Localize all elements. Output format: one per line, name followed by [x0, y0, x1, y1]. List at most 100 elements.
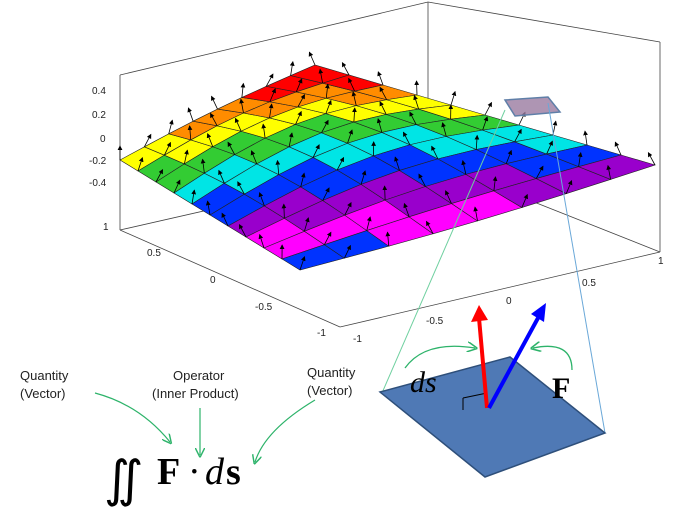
field-arrow: [403, 131, 411, 145]
ds-normal-arrow: [477, 317, 489, 409]
field-arrow: [281, 203, 287, 219]
field-arrow: [200, 158, 206, 174]
field-arrow: [376, 118, 383, 133]
field-arrow: [137, 156, 144, 172]
field-arrow: [168, 119, 174, 134]
y-tick-label: 0: [210, 275, 216, 286]
field-arrow: [206, 132, 214, 147]
field-arrow: [164, 141, 171, 156]
f-vector-arrow: [487, 317, 540, 409]
field-arrow: [295, 110, 302, 125]
z-tick-label: -0.2: [89, 156, 107, 167]
z-tick-label: -0.4: [89, 178, 107, 189]
field-arrow: [394, 156, 400, 171]
field-arrow: [474, 134, 480, 150]
field-arrow: [321, 119, 329, 133]
field-arrow: [347, 129, 354, 144]
field-arrow: [250, 150, 258, 165]
ds-pointer-curve: [404, 346, 475, 369]
field-arrow: [211, 95, 218, 110]
y-tick-label: -1: [317, 328, 326, 339]
field-arrow: [413, 94, 420, 110]
formula-d: d: [205, 451, 225, 493]
x-tick-label: 0: [506, 296, 512, 307]
field-arrow: [426, 220, 434, 234]
box-edge-right-top: [427, 1, 661, 43]
field-arrow: [606, 164, 612, 180]
field-arrow: [348, 77, 355, 92]
field-arrow: [261, 123, 267, 139]
f-arrowhead: [531, 303, 546, 322]
field-arrow: [565, 180, 573, 194]
field-arrow: [366, 216, 372, 231]
right-angle-mark: [462, 392, 488, 410]
field-arrow: [265, 73, 274, 87]
field-arrow: [239, 223, 247, 238]
field-arrow: [240, 82, 246, 98]
field-arrow: [409, 111, 417, 125]
field-arrow: [324, 231, 332, 245]
surface-mesh: [119, 64, 657, 271]
field-arrow: [492, 176, 498, 191]
field-arrow: [445, 190, 452, 204]
z-tick-label: 0.4: [92, 86, 106, 97]
right-pointer-curve: [255, 399, 316, 462]
z-tick-label: 0.2: [92, 110, 106, 121]
double-integral-symbol: ∬: [104, 451, 143, 507]
field-arrow: [385, 231, 391, 247]
field-arrow: [514, 128, 522, 142]
field-arrow: [275, 159, 281, 175]
field-arrow: [344, 244, 351, 259]
field-arrow: [324, 83, 330, 99]
field-arrow: [187, 107, 194, 122]
field-arrow: [239, 98, 244, 114]
field-arrow: [431, 145, 439, 160]
field-arrow: [521, 193, 528, 208]
zoom-line-right: [547, 102, 606, 434]
f-pointer-curve: [533, 346, 573, 371]
field-arrow: [473, 206, 479, 222]
field-arrow: [205, 200, 211, 216]
x-tick-label: 1: [658, 256, 664, 267]
field-arrow: [484, 101, 492, 116]
field-arrow: [647, 151, 656, 166]
field-arrow: [377, 71, 384, 86]
field-arrow: [210, 112, 218, 126]
axis-box: [119, 1, 661, 328]
field-arrow: [308, 51, 316, 66]
field-arrow: [583, 130, 588, 146]
field-arrow: [450, 90, 457, 106]
field-arrow: [221, 212, 229, 227]
annotation-mid-line1: Operator: [173, 368, 225, 383]
annotation-right-line2: (Vector): [307, 383, 353, 398]
field-arrow: [546, 140, 553, 155]
x-tick-label: -1: [353, 334, 362, 345]
y-tick-label: -0.5: [255, 302, 273, 313]
field-arrow: [299, 255, 306, 271]
field-arrow: [505, 149, 513, 164]
field-arrow: [360, 170, 367, 185]
field-arrow: [403, 202, 410, 217]
field-arrow: [461, 159, 467, 175]
highlighted-surface-patch: [503, 96, 562, 117]
field-arrow: [144, 133, 152, 147]
box-edge-back-top: [119, 1, 429, 76]
ds-label: ds: [410, 366, 437, 399]
left-pointer-curve: [94, 392, 170, 442]
field-arrow: [325, 99, 332, 114]
field-arrow: [297, 94, 305, 108]
field-arrow: [191, 189, 197, 205]
field-arrow: [418, 173, 426, 187]
f-label: F: [552, 372, 570, 405]
field-arrow: [289, 60, 295, 76]
y-tick-label: 1: [103, 222, 109, 233]
field-arrow: [227, 141, 236, 155]
field-arrow: [295, 78, 303, 93]
field-arrow: [344, 201, 352, 216]
field-arrow: [482, 116, 489, 131]
field-arrow: [155, 168, 164, 183]
field-arrow: [379, 101, 387, 115]
vector-field-arrows: [117, 51, 656, 271]
field-arrow: [183, 149, 189, 165]
